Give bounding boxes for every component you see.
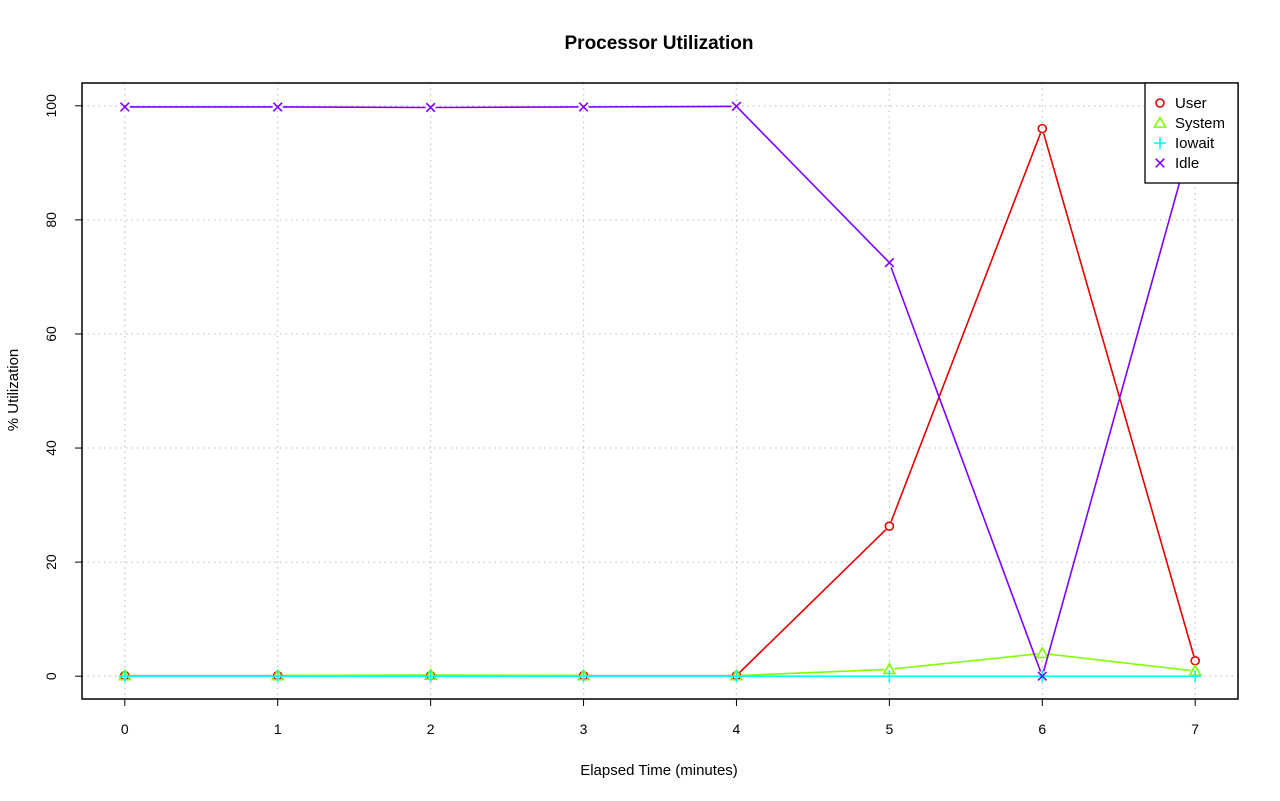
series-user-segment: [1042, 133, 1195, 657]
y-tick-label: 60: [43, 326, 59, 342]
series-iowait-point: [118, 670, 131, 683]
legend-label-system: System: [1175, 115, 1225, 132]
x-tick-label: 7: [1191, 721, 1199, 737]
series-user-point: [1037, 123, 1048, 134]
legend-marker-user: [1155, 98, 1165, 108]
legend: User System Iowait Idle: [1144, 82, 1239, 184]
series-idle-point: [1037, 671, 1048, 682]
y-tick-label: 80: [43, 212, 59, 228]
y-tick-label: 40: [43, 440, 59, 456]
series-idle-point-b: [884, 257, 895, 268]
series-idle-segment: [1042, 130, 1195, 672]
series-iowait-point: [577, 670, 590, 683]
x-tick-label: 3: [580, 721, 588, 737]
legend-label-idle: Idle: [1175, 155, 1199, 172]
x-tick-label: 2: [427, 721, 435, 737]
series-idle-point: [884, 257, 895, 268]
x-axis-label: Elapsed Time (minutes): [580, 762, 738, 779]
series-system-point: [1035, 646, 1050, 659]
legend-marker-iowait: [1154, 137, 1166, 149]
series-system-segment: [894, 653, 1038, 670]
legend-marker-system: [1153, 115, 1167, 128]
series-idle-point-b: [578, 102, 589, 112]
series-idle-segment: [435, 106, 579, 109]
y-tick-label: 100: [43, 94, 59, 118]
series-system-segment: [741, 668, 885, 677]
gridlines: [82, 83, 1238, 699]
legend-label-user: User: [1175, 95, 1207, 112]
series-system-segment: [1047, 653, 1191, 672]
series-iowait-point: [1189, 670, 1202, 683]
series-user-point: [884, 521, 895, 531]
series-iowait: [118, 670, 1202, 683]
y-tick-label: 0: [43, 672, 59, 680]
series-idle-point-b: [272, 102, 283, 112]
series-idle-point-b: [731, 101, 742, 112]
series-idle-segment: [739, 109, 887, 260]
x-tick-label: 4: [733, 721, 741, 737]
x-tick-label: 6: [1038, 721, 1046, 737]
series-idle-segment: [282, 106, 426, 109]
series-idle-point: [272, 102, 283, 112]
series-idle-point-b: [1037, 671, 1048, 682]
series-group: [117, 101, 1203, 683]
series-idle-point: [119, 102, 130, 112]
plot-frame: [81, 82, 1239, 700]
series-idle: [119, 101, 1201, 682]
series-iowait-point: [730, 670, 743, 683]
series-iowait-point: [424, 670, 437, 683]
series-idle-point: [731, 101, 742, 112]
y-axis-label: % Utilization: [5, 349, 22, 432]
series-user-segment: [739, 529, 887, 673]
series-user-segment: [890, 133, 1042, 522]
series-iowait-point: [883, 670, 896, 683]
y-axis: 0 20 40 60 80 100: [43, 94, 82, 680]
legend-marker-idle: [1155, 158, 1165, 168]
x-tick-label: 1: [274, 721, 282, 737]
series-idle-point: [578, 102, 589, 112]
series-idle-point: [425, 102, 436, 113]
legend-marker-idle-b: [1155, 158, 1165, 168]
series-idle-point-b: [425, 102, 436, 113]
series-idle-segment: [588, 105, 732, 108]
chart-title: Processor Utilization: [565, 33, 754, 54]
series-idle-point-b: [119, 102, 130, 112]
y-tick-label: 20: [43, 554, 59, 570]
series-user: [120, 123, 1200, 681]
x-tick-label: 0: [121, 721, 129, 737]
x-tick-label: 5: [885, 721, 893, 737]
series-iowait-point: [271, 670, 284, 683]
series-idle-segment: [890, 267, 1042, 672]
x-axis: 0 1 2 3 4 5 6 7: [121, 699, 1199, 737]
legend-label-iowait: Iowait: [1175, 135, 1215, 152]
